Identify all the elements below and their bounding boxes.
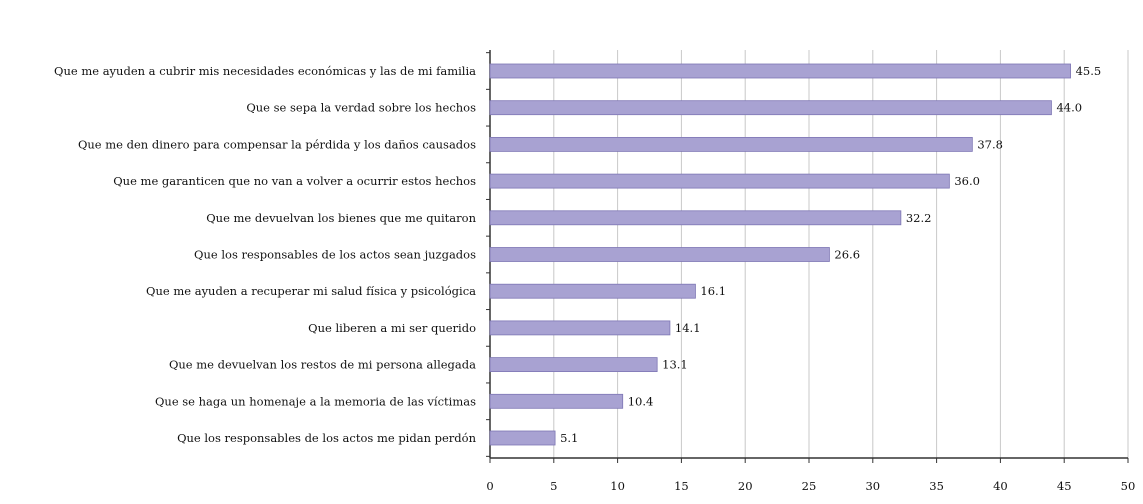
x-tick-label: 15 — [674, 479, 689, 493]
x-tick-label: 20 — [738, 479, 753, 493]
data-label: 13.1 — [662, 358, 688, 372]
category-label: Que se sepa la verdad sobre los hechos — [246, 101, 476, 115]
x-tick-label: 5 — [550, 479, 557, 493]
bar — [489, 430, 556, 446]
data-label: 44.0 — [1056, 101, 1082, 115]
bar — [489, 173, 950, 189]
x-tick-label: 50 — [1121, 479, 1136, 493]
bar — [489, 100, 1052, 116]
category-label: Que me devuelvan los bienes que me quita… — [206, 211, 476, 225]
data-label: 16.1 — [700, 284, 726, 298]
x-tick-label: 35 — [929, 479, 944, 493]
bar — [489, 210, 902, 226]
category-label: Que me devuelvan los restos de mi person… — [169, 358, 476, 372]
category-label: Que liberen a mi ser querido — [308, 321, 476, 335]
category-label: Que me garanticen que no van a volver a … — [113, 174, 476, 188]
x-tick-label: 40 — [993, 479, 1008, 493]
bar — [489, 136, 973, 152]
x-tick-label: 30 — [865, 479, 880, 493]
data-label: 26.6 — [834, 248, 860, 262]
category-label: Que los responsables de los actos me pid… — [177, 431, 477, 445]
data-label: 32.2 — [906, 211, 932, 225]
x-tick-label: 10 — [610, 479, 625, 493]
bar — [489, 393, 624, 409]
bar — [489, 320, 671, 336]
bar — [489, 283, 696, 299]
data-label: 45.5 — [1076, 64, 1102, 78]
category-label: Que se haga un homenaje a la memoria de … — [155, 394, 476, 408]
category-label: Que me ayuden a recuperar mi salud físic… — [146, 284, 476, 298]
category-label: Que los responsables de los actos sean j… — [194, 248, 476, 262]
bar — [489, 63, 1071, 79]
x-tick-label: 25 — [802, 479, 817, 493]
data-label: 36.0 — [954, 174, 980, 188]
bar — [489, 247, 830, 262]
x-tick-label: 0 — [486, 479, 493, 493]
data-label: 14.1 — [675, 321, 701, 335]
data-label: 37.8 — [977, 137, 1003, 151]
x-tick-label: 45 — [1057, 479, 1072, 493]
data-label: 10.4 — [628, 394, 654, 408]
data-label: 5.1 — [560, 431, 578, 445]
category-label: Que me ayuden a cubrir mis necesidades e… — [54, 64, 476, 78]
category-label: Que me den dinero para compensar la pérd… — [78, 137, 476, 151]
bar — [489, 357, 658, 373]
